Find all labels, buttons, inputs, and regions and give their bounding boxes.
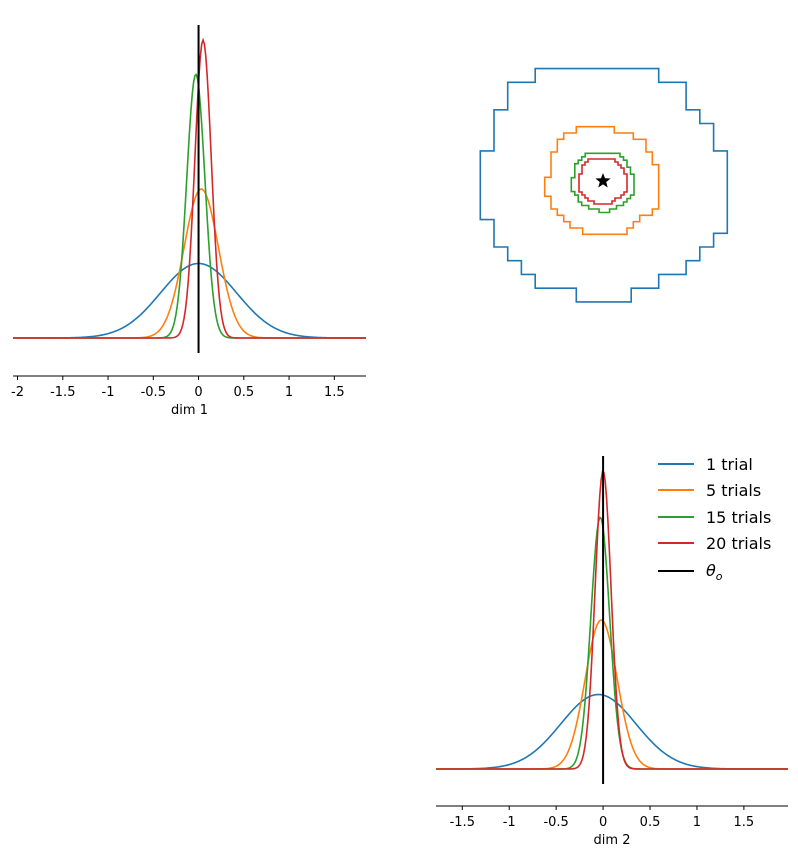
x-tick-label: 1	[693, 815, 701, 830]
x-tick-label: -2	[11, 385, 24, 400]
true-parameter-star-marker	[595, 173, 611, 188]
legend-item-15-trials: 15 trials	[658, 508, 771, 527]
x-tick-label: 1.5	[734, 815, 755, 830]
x-tick-label: -1.5	[50, 385, 75, 400]
density-curve-15-trials	[436, 516, 788, 770]
contour-20-trials	[578, 158, 628, 205]
x-tick-label: -0.5	[141, 385, 166, 400]
legend-label: 20 trials	[706, 534, 771, 553]
x-tick-label: 1	[285, 385, 293, 400]
marginal-dim-1-panel: -2 -1.5 -1 -0.5 0 0.5 1 1.5 dim 1	[11, 25, 367, 418]
legend: 1 trial 5 trials 15 trials 20 trials θo	[658, 455, 771, 583]
x-tick-label: -1	[102, 385, 115, 400]
x-tick-label: 1.5	[324, 385, 345, 400]
density-curve-15-trials	[13, 73, 366, 339]
contour-1-trial	[479, 67, 729, 303]
marginal-dim-2-panel: -1.5 -1 -0.5 0 0.5 1 1.5 dim 2	[436, 456, 788, 848]
x-tick-label: 0	[599, 815, 607, 830]
x-tick-label: -1	[503, 815, 516, 830]
density-curve-20-trials	[436, 470, 788, 770]
x-tick-label: -0.5	[543, 815, 568, 830]
x-tick-label: -1.5	[450, 815, 475, 830]
dim-2-x-ticks: -1.5 -1 -0.5 0 0.5 1 1.5	[450, 806, 755, 830]
x-tick-label: 0.5	[640, 815, 661, 830]
legend-label: 5 trials	[706, 481, 761, 500]
joint-contour-panel	[479, 67, 729, 303]
legend-label: 15 trials	[706, 508, 771, 527]
contour-5-trials	[543, 125, 660, 236]
dim-2-density-curves	[436, 470, 788, 770]
posterior-contours	[479, 67, 729, 303]
legend-label-theta: θo	[706, 561, 723, 583]
legend-item-20-trials: 20 trials	[658, 534, 771, 553]
dim-1-x-ticks: -2 -1.5 -1 -0.5 0 0.5 1 1.5	[11, 376, 345, 400]
x-tick-label: 0	[194, 385, 202, 400]
legend-item-1-trial: 1 trial	[658, 455, 753, 474]
dim-2-axis-label: dim 2	[594, 833, 631, 848]
contour-15-trials	[570, 152, 635, 214]
dim-1-axis-label: dim 1	[171, 403, 208, 418]
density-curve-1-trial	[436, 693, 788, 770]
density-curve-20-trials	[13, 37, 366, 339]
dim-1-density-curves	[13, 37, 367, 339]
x-tick-label: 0.5	[233, 385, 254, 400]
legend-item-5-trials: 5 trials	[658, 481, 761, 500]
legend-item-theta-o: θo	[658, 561, 723, 583]
legend-label: 1 trial	[706, 455, 753, 474]
